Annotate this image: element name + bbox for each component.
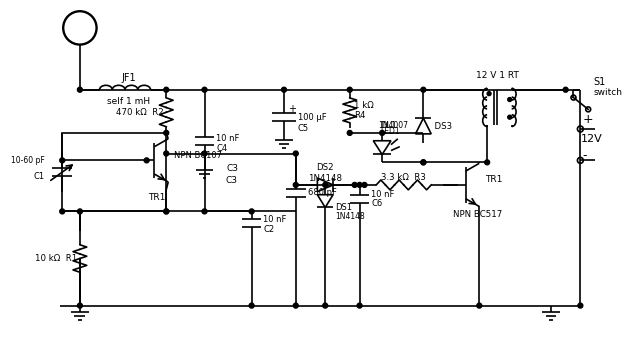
Text: C2: C2 (263, 225, 275, 234)
Text: NPN BC107: NPN BC107 (174, 151, 222, 160)
Circle shape (60, 158, 65, 163)
Text: DL1: DL1 (380, 121, 396, 130)
Text: DS1: DS1 (335, 203, 352, 212)
Circle shape (421, 160, 426, 165)
Circle shape (563, 87, 568, 92)
Circle shape (202, 87, 207, 92)
Text: 10 nF: 10 nF (216, 134, 240, 143)
Circle shape (249, 209, 254, 214)
Circle shape (202, 151, 207, 156)
Text: self 1 mH: self 1 mH (107, 97, 150, 106)
Text: C6: C6 (371, 199, 382, 208)
Text: 1 kΩ
R4: 1 kΩ R4 (354, 101, 374, 120)
Circle shape (357, 303, 362, 308)
Text: JF1: JF1 (122, 73, 136, 83)
Circle shape (282, 87, 287, 92)
Text: DS3: DS3 (429, 122, 452, 131)
Circle shape (249, 303, 254, 308)
Circle shape (164, 209, 169, 214)
Circle shape (477, 303, 482, 308)
Circle shape (380, 130, 384, 135)
Circle shape (293, 183, 298, 187)
Text: +: + (288, 104, 296, 114)
Text: LED1: LED1 (380, 127, 400, 136)
Circle shape (352, 183, 357, 187)
Text: TR1: TR1 (485, 175, 503, 184)
Circle shape (347, 87, 352, 92)
Text: NPN BC517: NPN BC517 (453, 210, 502, 219)
Circle shape (421, 160, 426, 165)
Circle shape (78, 87, 82, 92)
Text: 12 V 1 RT: 12 V 1 RT (475, 71, 519, 80)
Text: 470 kΩ  R2: 470 kΩ R2 (115, 108, 163, 117)
Circle shape (78, 209, 82, 214)
Circle shape (293, 303, 298, 308)
Circle shape (362, 183, 367, 187)
Text: C4: C4 (216, 144, 228, 153)
Circle shape (60, 209, 65, 214)
Circle shape (357, 183, 362, 187)
Text: 680 pF: 680 pF (308, 188, 337, 197)
Circle shape (485, 160, 490, 165)
Circle shape (202, 209, 207, 214)
Text: 10-60 pF: 10-60 pF (11, 156, 45, 165)
Text: DS2
1N4148: DS2 1N4148 (308, 163, 342, 183)
Text: 10 nF: 10 nF (263, 215, 287, 224)
Text: 10 nF: 10 nF (371, 190, 395, 199)
Circle shape (78, 303, 82, 308)
Text: +: + (582, 113, 593, 126)
Text: 10 kΩ  R1: 10 kΩ R1 (34, 254, 77, 263)
Circle shape (508, 115, 512, 119)
Text: C3: C3 (227, 164, 239, 173)
Circle shape (578, 303, 583, 308)
Circle shape (144, 158, 149, 163)
Text: C3: C3 (226, 176, 238, 185)
Text: 1N4007: 1N4007 (379, 121, 409, 130)
Circle shape (164, 151, 169, 156)
Circle shape (164, 209, 169, 214)
Circle shape (487, 92, 491, 96)
Text: TR1: TR1 (148, 193, 165, 202)
Text: C5: C5 (298, 125, 309, 134)
Text: 100 µF: 100 µF (298, 113, 327, 122)
Text: -: - (582, 149, 587, 162)
Circle shape (293, 151, 298, 156)
Circle shape (323, 303, 328, 308)
Text: C1: C1 (33, 172, 45, 181)
Circle shape (164, 130, 169, 135)
Text: switch: switch (593, 88, 622, 97)
Text: 12V: 12V (581, 134, 602, 144)
Text: 3.3 kΩ  R3: 3.3 kΩ R3 (381, 172, 426, 181)
Circle shape (508, 98, 512, 102)
Circle shape (323, 183, 328, 187)
Circle shape (164, 87, 169, 92)
Circle shape (421, 87, 426, 92)
Circle shape (347, 130, 352, 135)
Text: 1N4148: 1N4148 (335, 212, 365, 221)
Text: S1: S1 (593, 77, 605, 87)
